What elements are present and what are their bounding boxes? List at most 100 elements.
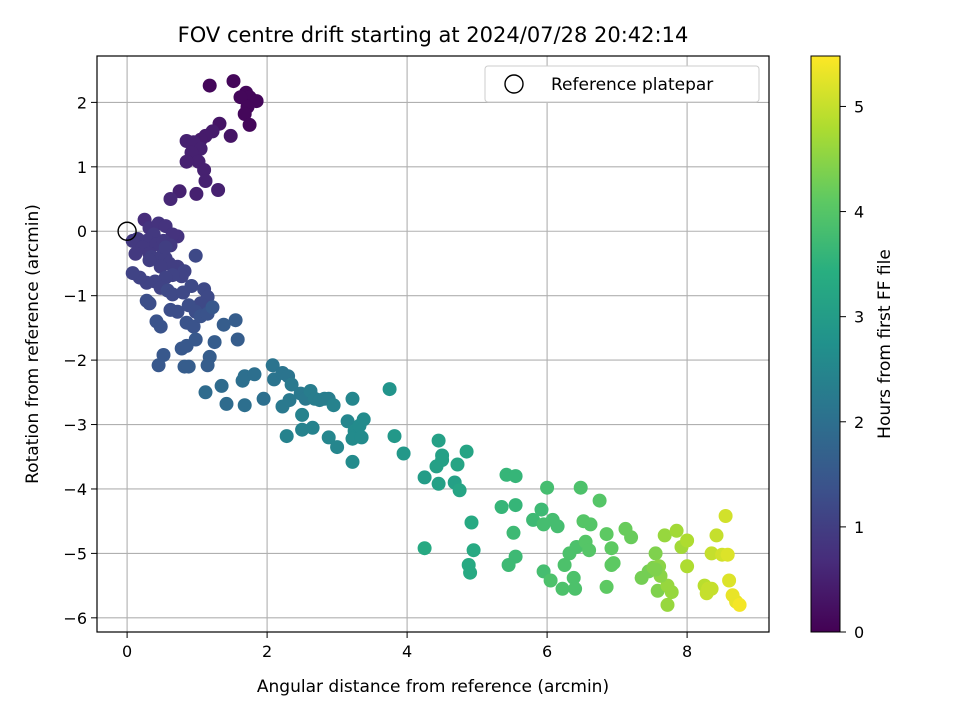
data-point	[211, 183, 226, 197]
data-point	[648, 562, 663, 577]
reference-marker-layer	[117, 221, 137, 241]
data-point	[680, 559, 695, 574]
data-point	[233, 90, 248, 105]
x-axis-label: Angular distance from reference (arcmin)	[257, 677, 609, 697]
data-point	[508, 469, 523, 484]
data-point	[279, 429, 294, 444]
data-point	[142, 296, 157, 311]
data-point	[205, 300, 220, 315]
colorbar-label: Hours from first FF file	[875, 249, 895, 439]
data-point	[417, 470, 432, 485]
data-point	[356, 412, 371, 427]
data-point	[179, 154, 194, 169]
legend-reference-marker	[504, 74, 524, 94]
y-tick-label: −4	[63, 480, 87, 499]
data-point	[158, 240, 173, 255]
data-point	[219, 396, 234, 411]
data-point	[189, 186, 204, 201]
data-point	[200, 358, 215, 373]
data-point	[648, 546, 663, 561]
data-point	[340, 414, 355, 429]
data-points	[125, 74, 747, 612]
data-point	[226, 74, 241, 89]
data-point	[566, 570, 581, 585]
data-point	[431, 433, 446, 448]
data-point	[604, 541, 619, 556]
data-point	[354, 430, 369, 445]
data-point	[732, 597, 747, 612]
data-point	[606, 556, 621, 571]
data-point	[680, 533, 695, 548]
colorbar-tick-label: 5	[854, 97, 864, 116]
data-point	[534, 502, 549, 517]
grid-lines	[97, 56, 769, 632]
y-axis-label: Rotation from reference (arcmin)	[23, 204, 43, 484]
x-tick-label: 4	[402, 642, 412, 661]
data-point	[452, 483, 467, 498]
x-axis-ticks: 0 2 4 6 8	[122, 632, 692, 661]
data-point	[382, 382, 397, 397]
data-point	[664, 585, 679, 600]
data-point	[125, 266, 140, 281]
data-point	[295, 422, 310, 437]
data-point	[198, 174, 213, 188]
data-point	[202, 78, 217, 93]
data-point	[230, 332, 245, 347]
data-point	[709, 528, 724, 543]
x-tick-label: 8	[682, 642, 692, 661]
y-axis-ticks: −6 −5 −4 −3 −2 −1 0 1 2	[63, 93, 97, 628]
data-point	[624, 530, 639, 545]
data-point	[186, 319, 201, 334]
data-point	[326, 398, 341, 413]
data-point	[660, 597, 675, 612]
colorbar	[810, 55, 841, 633]
data-point	[506, 525, 521, 540]
data-point	[599, 527, 614, 542]
data-point	[669, 523, 684, 538]
legend-box	[484, 65, 760, 103]
data-point	[466, 543, 481, 558]
data-point	[396, 446, 411, 461]
data-point	[184, 279, 199, 293]
data-point	[718, 509, 733, 523]
data-point	[540, 480, 555, 495]
data-point	[417, 541, 432, 556]
data-point	[295, 407, 310, 422]
data-point	[582, 543, 597, 558]
data-point	[722, 573, 737, 588]
reference-platepar-marker	[117, 221, 137, 241]
data-point	[450, 457, 465, 472]
colorbar-tick-label: 2	[854, 413, 864, 432]
y-tick-label: 2	[77, 93, 87, 112]
x-tick-label: 6	[542, 642, 552, 661]
data-point	[720, 547, 735, 562]
chart-title: FOV centre drift starting at 2024/07/28 …	[178, 23, 689, 47]
plot-frame	[96, 55, 770, 633]
data-point	[345, 454, 360, 469]
data-point	[153, 319, 168, 334]
y-tick-label: −5	[63, 544, 87, 563]
data-point	[459, 444, 474, 459]
data-point	[550, 519, 565, 534]
data-point	[170, 304, 185, 319]
data-point	[592, 493, 607, 508]
colorbar-tick-label: 4	[854, 203, 864, 222]
data-point	[464, 515, 479, 530]
colorbar-ticks: 0 1 2 3 4 5	[840, 97, 864, 642]
data-point	[228, 313, 243, 328]
data-point	[501, 558, 516, 572]
data-point	[463, 565, 478, 580]
colorbar-tick-label: 3	[854, 308, 864, 327]
data-point	[256, 391, 271, 406]
data-point	[494, 500, 509, 514]
legend: Reference platepar	[484, 65, 760, 103]
data-point	[153, 259, 168, 274]
data-point	[704, 581, 719, 596]
y-tick-label: −1	[63, 287, 87, 306]
x-tick-label: 0	[122, 642, 132, 661]
data-point	[237, 107, 252, 121]
data-point	[151, 358, 166, 373]
data-point	[435, 453, 450, 467]
data-point	[237, 398, 252, 413]
